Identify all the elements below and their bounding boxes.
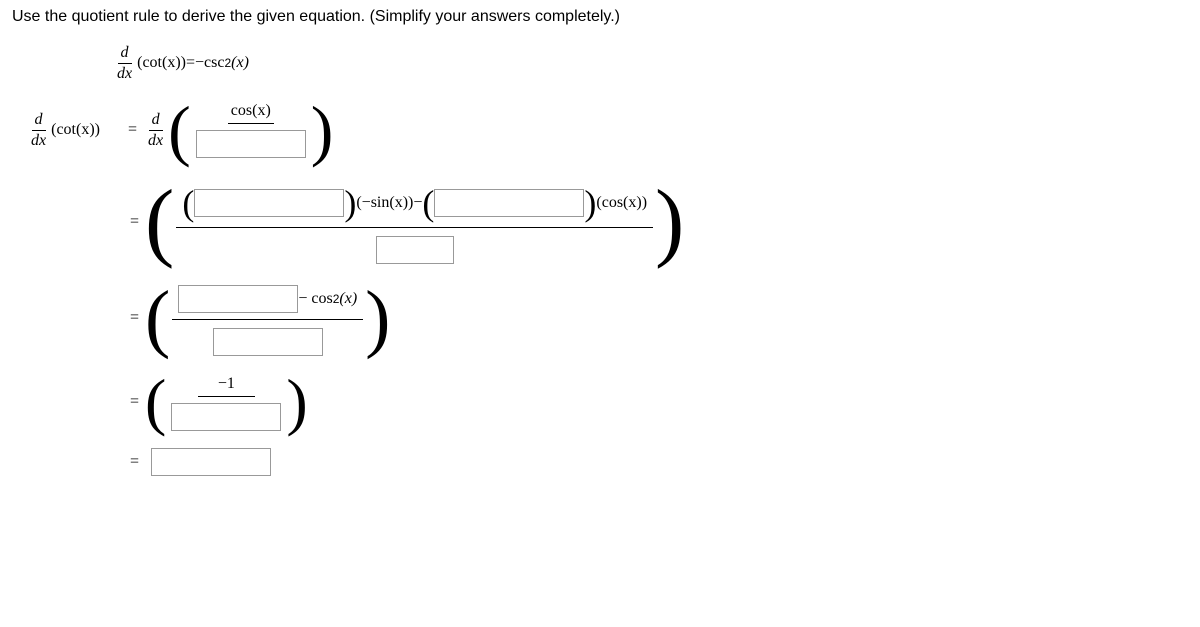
step4-fraction: −1 xyxy=(168,373,284,432)
lhs-cot: (cot(x)) xyxy=(137,54,186,72)
step3-row: = ( − cos2(x) ) xyxy=(124,280,1188,356)
lparen-3: ( xyxy=(145,280,170,356)
step3-fraction: − cos2(x) xyxy=(172,281,363,356)
rparen-2-outer: ) xyxy=(655,178,684,266)
lparen-1: ( xyxy=(168,96,191,164)
blank-step1-denominator[interactable] xyxy=(196,130,306,158)
step1-row: d dx (cot(x)) = d dx ( cos(x) ) xyxy=(26,96,1188,164)
blank-step3-num[interactable] xyxy=(178,285,298,313)
rhs-minus: − xyxy=(195,54,204,72)
blank-final-answer[interactable] xyxy=(151,448,271,476)
blank-step3-denominator[interactable] xyxy=(213,328,323,356)
given-equation-row: d dx (cot(x)) = − csc2(x) xyxy=(112,44,1188,82)
instruction-text: Use the quotient rule to derive the give… xyxy=(12,8,1188,26)
lhs-frac: d dx xyxy=(112,44,137,82)
rhs-csc: csc xyxy=(204,54,224,72)
blank-step2-term2[interactable] xyxy=(434,189,584,217)
blank-step2-denominator[interactable] xyxy=(376,236,454,264)
step1-lhs: d dx (cot(x)) xyxy=(26,111,122,149)
rparen-4: ) xyxy=(286,370,307,434)
eq-sign: = xyxy=(186,54,195,72)
rhs-x: (x) xyxy=(231,54,249,72)
lparen-4: ( xyxy=(145,370,166,434)
step1-fraction: cos(x) xyxy=(193,102,309,159)
blank-step4-denominator[interactable] xyxy=(171,403,281,431)
step2-fraction: ( ) (−sin(x)) − ( ) (cos(x)) xyxy=(176,181,653,264)
step4-row: = ( −1 ) xyxy=(124,370,1188,434)
step1-rhs-ddx: d dx xyxy=(143,111,168,149)
rparen-3: ) xyxy=(365,280,390,356)
blank-step2-term1[interactable] xyxy=(194,189,344,217)
step5-row: = xyxy=(124,448,1188,476)
step2-row: = ( ( ) (−sin(x)) − ( ) (cos(x)) ) xyxy=(124,178,1188,266)
rparen-1: ) xyxy=(311,96,334,164)
lparen-2-outer: ( xyxy=(145,178,174,266)
